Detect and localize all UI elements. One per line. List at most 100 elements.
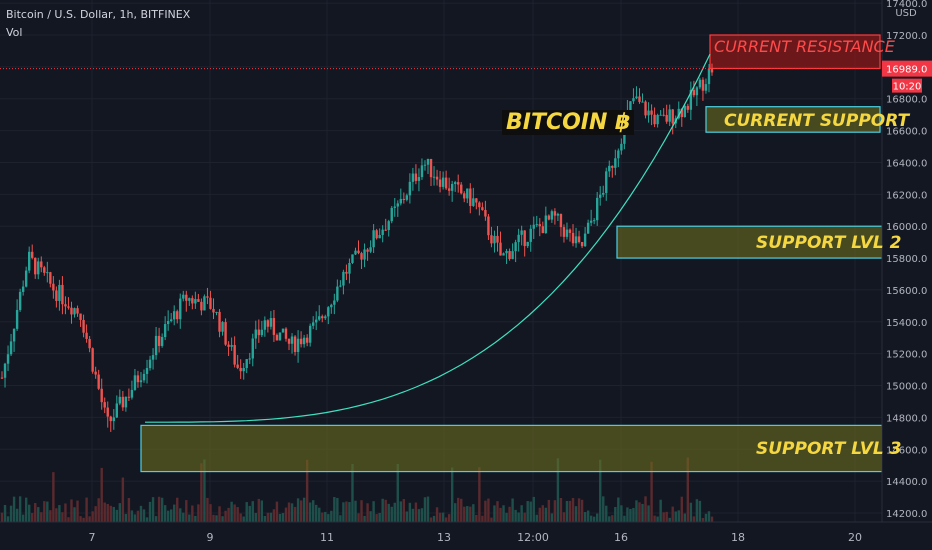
volume-bar-75	[227, 507, 230, 522]
volume-bar-86	[260, 500, 264, 522]
candle-body-166	[502, 253, 505, 256]
price-tick-0: 17400.0	[886, 0, 927, 10]
candle-body-142	[429, 158, 433, 178]
volume-bar-7	[21, 514, 25, 522]
candle-body-5	[15, 309, 19, 329]
volume-bar-13	[40, 512, 43, 522]
volume-bar-116	[351, 463, 354, 522]
trend-curve	[145, 53, 711, 423]
price-tick-11: 15200.0	[886, 350, 927, 361]
volume-bar-122	[369, 511, 372, 522]
candle-body-34	[103, 402, 106, 408]
candle-body-74	[224, 322, 227, 345]
candle-body-27	[82, 319, 85, 333]
volume-bar-208	[629, 508, 632, 522]
volume-bar-233	[704, 513, 708, 522]
candle-body-131	[396, 203, 399, 207]
countdown-text: 10:20	[893, 82, 922, 93]
candle-body-98	[296, 338, 300, 352]
candle-body-164	[496, 235, 499, 243]
volume-bar-217	[656, 516, 659, 522]
volume-bar-190	[574, 506, 578, 522]
time-tick-1: 9	[207, 531, 214, 544]
volume-bar-228	[689, 502, 693, 522]
candle-body-112	[339, 285, 342, 287]
volume-bar-186	[562, 512, 566, 522]
symbol-title: Bitcoin / U.S. Dollar, 1h, BITFINEX	[6, 8, 191, 21]
volume-bar-83	[251, 501, 254, 522]
volume-bar-108	[327, 514, 330, 522]
candle-body-144	[435, 176, 439, 180]
candle-body-82	[248, 358, 251, 360]
candle-body-18	[55, 290, 58, 301]
volume-bar-46	[139, 505, 143, 522]
volume-bar-204	[617, 497, 620, 522]
candle-body-30	[91, 348, 94, 372]
volume-bar-140	[423, 497, 427, 522]
volume-bar-148	[447, 514, 451, 522]
candle-body-63	[191, 298, 194, 304]
candle-body-73	[221, 322, 224, 332]
candle-body-106	[321, 316, 324, 319]
volume-bar-64	[194, 515, 197, 522]
volume-bar-38	[115, 509, 119, 522]
volume-bar-59	[179, 508, 182, 522]
volume-bar-235	[710, 516, 714, 522]
volume-bar-42	[127, 498, 131, 522]
price-tick-3: 16800.0	[886, 95, 927, 106]
trend-curve-line	[145, 53, 711, 423]
time-tick-4: 12:00	[517, 531, 549, 544]
candle-body-152	[460, 184, 463, 194]
candle-body-111	[336, 286, 339, 301]
candle-body-203	[614, 158, 617, 168]
candle-body-46	[139, 380, 143, 383]
candle-body-31	[94, 371, 97, 375]
volume-bar-19	[58, 505, 61, 522]
volume-bar-193	[583, 512, 587, 522]
candle-body-141	[426, 158, 430, 165]
volume-bar-114	[345, 501, 348, 522]
candle-body-177	[535, 224, 538, 226]
volume-bar-150	[453, 503, 457, 522]
candle-body-95	[287, 338, 291, 344]
candle-body-230	[695, 87, 699, 96]
candle-body-110	[333, 300, 336, 305]
candle-body-35	[106, 407, 109, 417]
candle-body-89	[269, 318, 273, 327]
price-tick-14: 14600.0	[886, 445, 927, 456]
volume-bar-44	[133, 514, 137, 522]
volume-bar-212	[641, 503, 644, 522]
candle-body-0	[0, 377, 4, 379]
candle-body-198	[599, 194, 602, 198]
candle-body-32	[97, 374, 100, 389]
candle-body-37	[112, 417, 115, 422]
volume-bar-223	[674, 511, 677, 522]
volume-bar-147	[444, 517, 448, 522]
candle-body-117	[354, 250, 357, 255]
time-tick-3: 13	[437, 531, 451, 544]
volume-bar-176	[532, 496, 535, 522]
volume-bar-141	[426, 496, 430, 522]
candle-body-15	[46, 272, 49, 274]
candle-body-58	[176, 311, 179, 320]
candle-body-54	[163, 324, 167, 337]
volume-bar-72	[218, 506, 221, 522]
candle-body-80	[242, 368, 245, 372]
volume-bar-3	[9, 505, 13, 522]
volume-bar-181	[547, 499, 551, 522]
candle-body-107	[324, 316, 327, 319]
candle-body-53	[160, 336, 164, 346]
candle-body-61	[185, 294, 188, 301]
candle-body-181	[547, 215, 551, 220]
candle-body-59	[179, 298, 182, 320]
volume-bar-23	[70, 499, 73, 522]
volume-bar-155	[469, 506, 472, 522]
candle-body-90	[272, 318, 276, 335]
candle-body-183	[553, 211, 557, 216]
candle-body-87	[263, 320, 267, 330]
volume-bar-219	[662, 512, 665, 522]
candle-body-161	[487, 216, 490, 236]
price-tick-13: 14800.0	[886, 413, 927, 424]
candle-body-185	[559, 213, 563, 228]
